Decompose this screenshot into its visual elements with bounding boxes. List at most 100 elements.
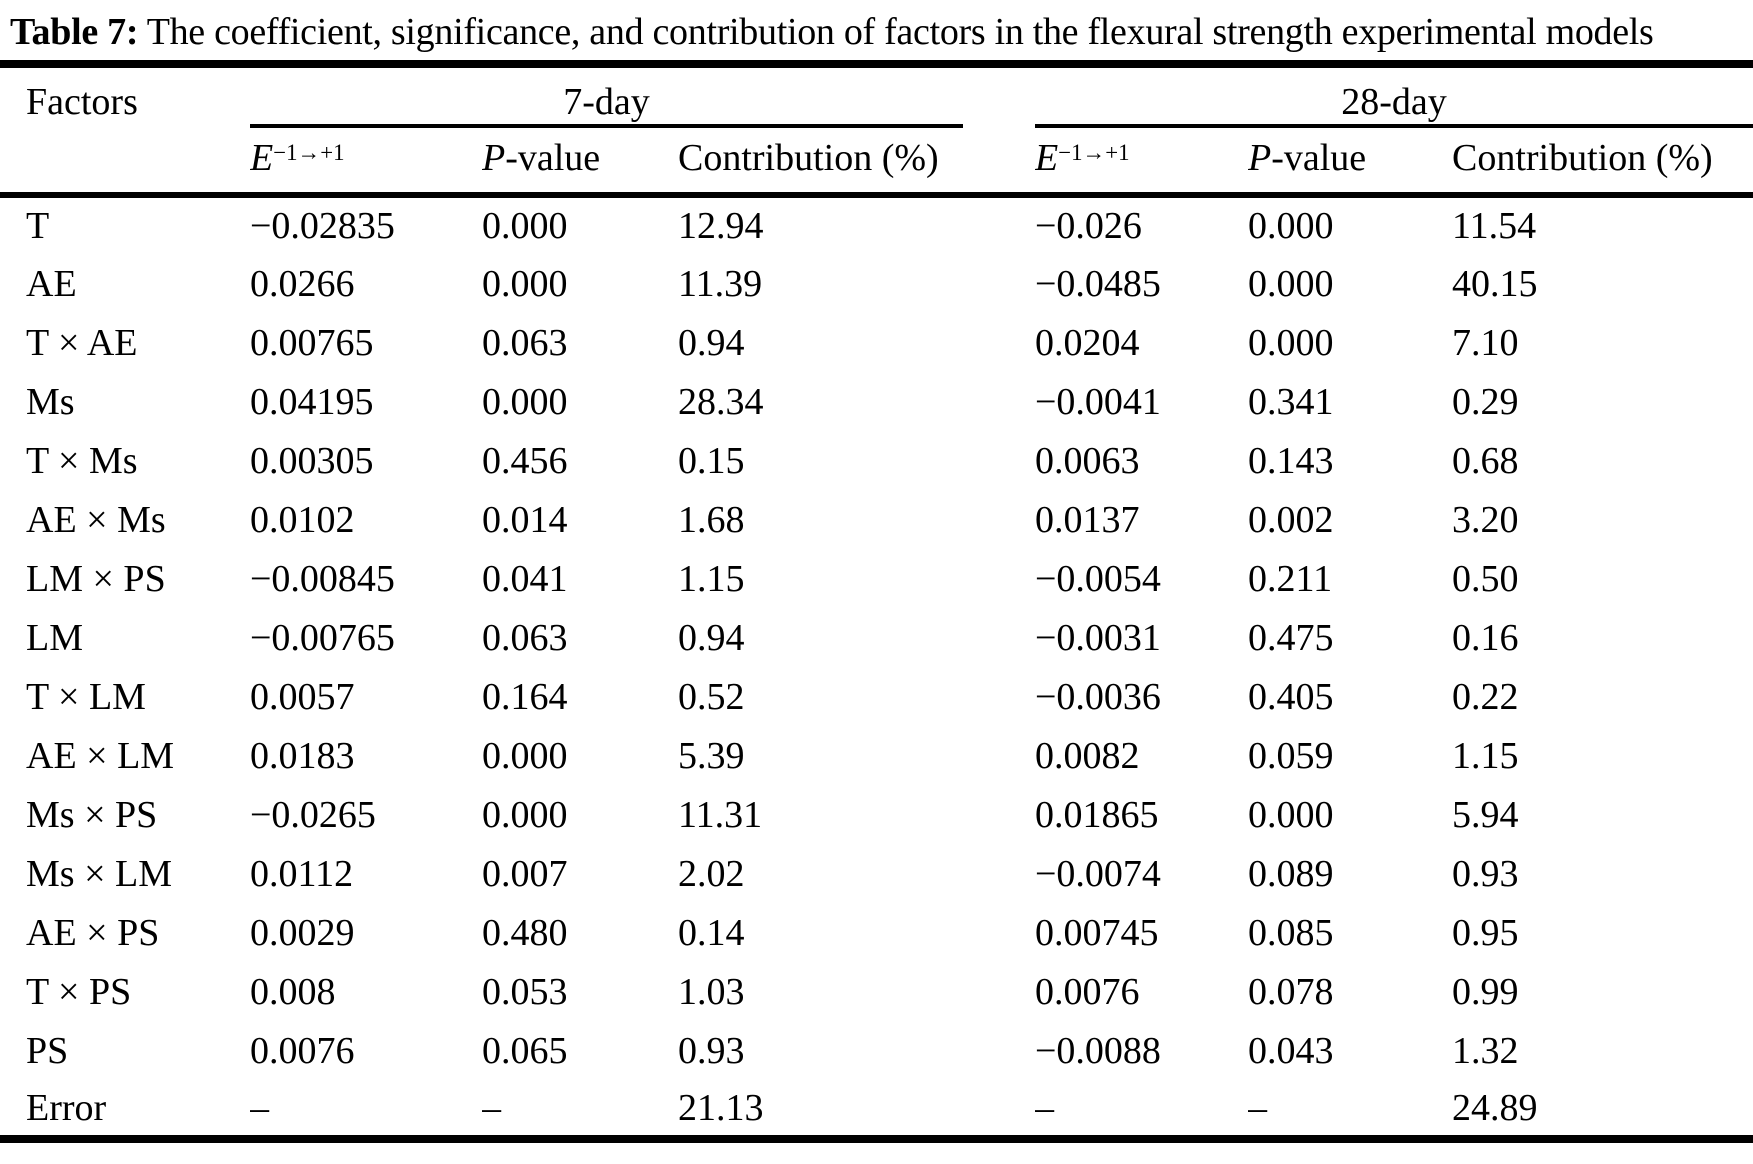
- table-row: T × LM 0.0057 0.164 0.52 −0.0036 0.405 0…: [0, 667, 1753, 726]
- factor-cell: T × LM: [26, 675, 146, 718]
- effect-7day-cell: 0.0029: [250, 911, 355, 954]
- factors-column-header: Factors: [26, 81, 138, 123]
- contribution-28day-cell: 11.54: [1452, 205, 1537, 247]
- effect-7day-cell: −0.0265: [250, 793, 376, 836]
- pvalue-7day-cell: 0.063: [482, 616, 568, 659]
- pvalue-7day-cell: 0.007: [482, 852, 568, 895]
- factor-cell: T × PS: [26, 970, 132, 1013]
- pvalue-7day-cell: 0.065: [482, 1029, 568, 1072]
- sub-header-row: E−1→+1 P-value Contribution (%) E−1→+1 P…: [0, 128, 1753, 195]
- pvalue-28day-cell: 0.078: [1248, 970, 1334, 1013]
- effect-28day-cell: −0.0036: [1035, 675, 1161, 718]
- factor-cell: T × Ms: [26, 439, 138, 482]
- pvalue-7day-cell: 0.000: [482, 205, 568, 247]
- pvalue-7day-cell: 0.041: [482, 557, 568, 600]
- contribution-28day-cell: 0.16: [1452, 616, 1519, 659]
- contribution-28day-cell: 24.89: [1452, 1086, 1538, 1129]
- contribution-28day-cell: 3.20: [1452, 498, 1519, 541]
- pvalue-28day-cell: 0.043: [1248, 1029, 1334, 1072]
- contribution-28day-cell: 5.94: [1452, 793, 1519, 836]
- contribution-column-header-7day: Contribution (%): [678, 137, 939, 179]
- effect-7day-cell: −0.00845: [250, 557, 395, 600]
- contribution-28day-cell: 0.99: [1452, 970, 1519, 1013]
- contribution-28day-cell: 7.10: [1452, 321, 1519, 364]
- pvalue-symbol: P: [1248, 137, 1272, 179]
- table-row: T × AE 0.00765 0.063 0.94 0.0204 0.000 7…: [0, 313, 1753, 372]
- contribution-7day-cell: 1.03: [678, 970, 745, 1013]
- table-row: Ms × LM 0.0112 0.007 2.02 −0.0074 0.089 …: [0, 844, 1753, 903]
- group-header-28day: 28-day: [1035, 64, 1753, 128]
- effect-7day-cell: 0.0266: [250, 262, 355, 305]
- pvalue-28day-cell: 0.000: [1248, 262, 1334, 305]
- pvalue-7day-cell: 0.164: [482, 675, 568, 718]
- pvalue-7day-cell: 0.000: [482, 380, 568, 423]
- effect-superscript: −1→+1: [1058, 139, 1130, 165]
- effect-7day-cell: 0.00765: [250, 321, 374, 364]
- contribution-7day-cell: 28.34: [678, 380, 764, 423]
- pvalue-7day-cell: –: [482, 1086, 501, 1129]
- contribution-7day-cell: 1.15: [678, 557, 745, 600]
- contribution-7day-cell: 1.68: [678, 498, 745, 541]
- effect-28day-cell: −0.0074: [1035, 852, 1161, 895]
- table-caption-label: Table 7:: [10, 11, 139, 53]
- pvalue-28day-cell: –: [1248, 1086, 1267, 1129]
- pvalue-28day-cell: 0.143: [1248, 439, 1334, 482]
- table-row: PS 0.0076 0.065 0.93 −0.0088 0.043 1.32: [0, 1021, 1753, 1080]
- factor-cell: Ms × LM: [26, 852, 173, 895]
- pvalue-7day-cell: 0.000: [482, 734, 568, 777]
- factor-cell: LM: [26, 616, 83, 659]
- contribution-7day-cell: 11.39: [678, 262, 763, 305]
- pvalue-7day-cell: 0.000: [482, 262, 568, 305]
- pvalue-28day-cell: 0.475: [1248, 616, 1334, 659]
- contribution-28day-cell: 1.15: [1452, 734, 1519, 777]
- effect-28day-cell: 0.0063: [1035, 439, 1140, 482]
- pvalue-28day-cell: 0.089: [1248, 852, 1334, 895]
- contribution-7day-cell: 0.94: [678, 616, 745, 659]
- factor-cell: Ms: [26, 380, 75, 423]
- contribution-7day-cell: 0.15: [678, 439, 745, 482]
- pvalue-7day-cell: 0.014: [482, 498, 568, 541]
- factor-cell: AE: [26, 262, 77, 305]
- factor-cell: T: [26, 205, 50, 247]
- effect-7day-cell: 0.04195: [250, 380, 374, 423]
- pvalue-suffix: -value: [1271, 137, 1367, 179]
- effect-28day-cell: 0.0204: [1035, 321, 1140, 364]
- contribution-7day-cell: 21.13: [678, 1086, 764, 1129]
- table-caption-text: The coefficient, significance, and contr…: [146, 11, 1654, 53]
- contribution-7day-cell: 0.93: [678, 1029, 745, 1072]
- contribution-28day-cell: 0.29: [1452, 380, 1519, 423]
- table-row: T −0.02835 0.000 12.94 −0.026 0.000 11.5…: [0, 195, 1753, 254]
- pvalue-7day-cell: 0.480: [482, 911, 568, 954]
- pvalue-28day-cell: 0.059: [1248, 734, 1334, 777]
- effect-28day-cell: 0.0082: [1035, 734, 1140, 777]
- factor-cell: AE × LM: [26, 734, 175, 777]
- contribution-7day-cell: 5.39: [678, 734, 745, 777]
- effect-7day-cell: 0.008: [250, 970, 336, 1013]
- effect-28day-cell: −0.0088: [1035, 1029, 1161, 1072]
- table-row: AE × PS 0.0029 0.480 0.14 0.00745 0.085 …: [0, 903, 1753, 962]
- contribution-28day-cell: 0.22: [1452, 675, 1519, 718]
- table-header: Factors 7-day 28-day E−1→+1 P-value Cont…: [0, 64, 1753, 195]
- factor-cell: Ms × PS: [26, 793, 158, 836]
- effect-column-header-7day: E−1→+1: [250, 128, 482, 195]
- effect-28day-cell: 0.0076: [1035, 970, 1140, 1013]
- pvalue-28day-cell: 0.341: [1248, 380, 1334, 423]
- effect-28day-cell: 0.01865: [1035, 793, 1159, 836]
- factor-cell: PS: [26, 1029, 69, 1072]
- pvalue-column-header-7day: P-value: [482, 128, 678, 195]
- contribution-28day-cell: 1.32: [1452, 1029, 1519, 1072]
- group-header-7day: 7-day: [250, 64, 1035, 128]
- group-label-28day: 28-day: [1341, 81, 1447, 123]
- contribution-7day-cell: 2.02: [678, 852, 745, 895]
- contribution-28day-cell: 0.50: [1452, 557, 1519, 600]
- pvalue-symbol: P: [482, 137, 506, 179]
- effect-28day-cell: –: [1035, 1086, 1054, 1129]
- table-body: T −0.02835 0.000 12.94 −0.026 0.000 11.5…: [0, 195, 1753, 1139]
- factor-cell: T × AE: [26, 321, 138, 364]
- contribution-28day-cell: 0.93: [1452, 852, 1519, 895]
- pvalue-28day-cell: 0.405: [1248, 675, 1334, 718]
- effect-28day-cell: −0.026: [1035, 205, 1142, 247]
- factor-cell: AE × PS: [26, 911, 160, 954]
- effect-7day-cell: 0.0102: [250, 498, 355, 541]
